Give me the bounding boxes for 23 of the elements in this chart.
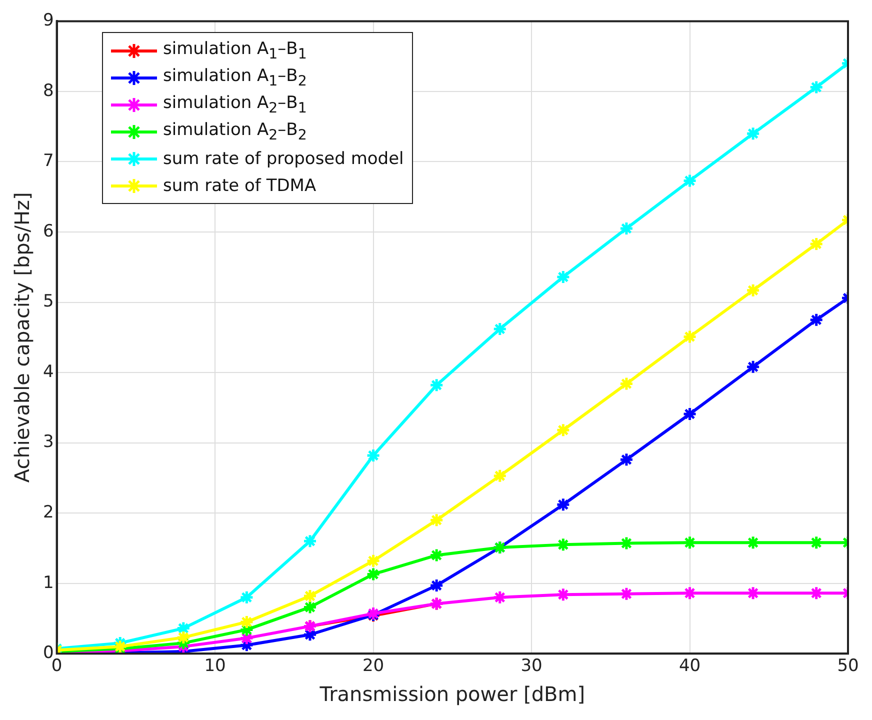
x-axis-title: Transmission power [dBm] bbox=[318, 682, 586, 706]
y-tick-label: 9 bbox=[42, 10, 54, 31]
y-tick-label: 6 bbox=[42, 221, 54, 242]
legend-label: simulation A$_{2}$–B$_{2}$ bbox=[163, 120, 307, 144]
y-tick-label: 7 bbox=[42, 151, 54, 172]
y-tick-label: 0 bbox=[42, 643, 54, 664]
y-tick-label: 3 bbox=[42, 432, 54, 452]
legend-label: sum rate of proposed model bbox=[163, 148, 404, 168]
x-tick-label: 40 bbox=[678, 656, 701, 676]
legend-label: simulation A$_{1}$–B$_{1}$ bbox=[163, 38, 307, 62]
x-tick-label: 10 bbox=[204, 656, 226, 676]
x-tick-label: 50 bbox=[837, 656, 859, 676]
y-tick-label: 5 bbox=[42, 292, 54, 312]
legend-label: simulation A$_{1}$–B$_{2}$ bbox=[163, 66, 307, 90]
legend-label: sum rate of TDMA bbox=[163, 176, 316, 196]
y-tick-label: 2 bbox=[42, 502, 54, 522]
y-tick-label: 4 bbox=[42, 362, 54, 382]
y-axis-title: Achievable capacity [bps/Hz] bbox=[10, 192, 34, 483]
x-tick-label: 30 bbox=[520, 656, 542, 676]
x-tick-label: 20 bbox=[362, 656, 384, 676]
legend-label: simulation A$_{2}$–B$_{1}$ bbox=[163, 92, 307, 116]
y-tick-label: 1 bbox=[42, 572, 54, 593]
y-tick-label: 8 bbox=[42, 80, 54, 101]
